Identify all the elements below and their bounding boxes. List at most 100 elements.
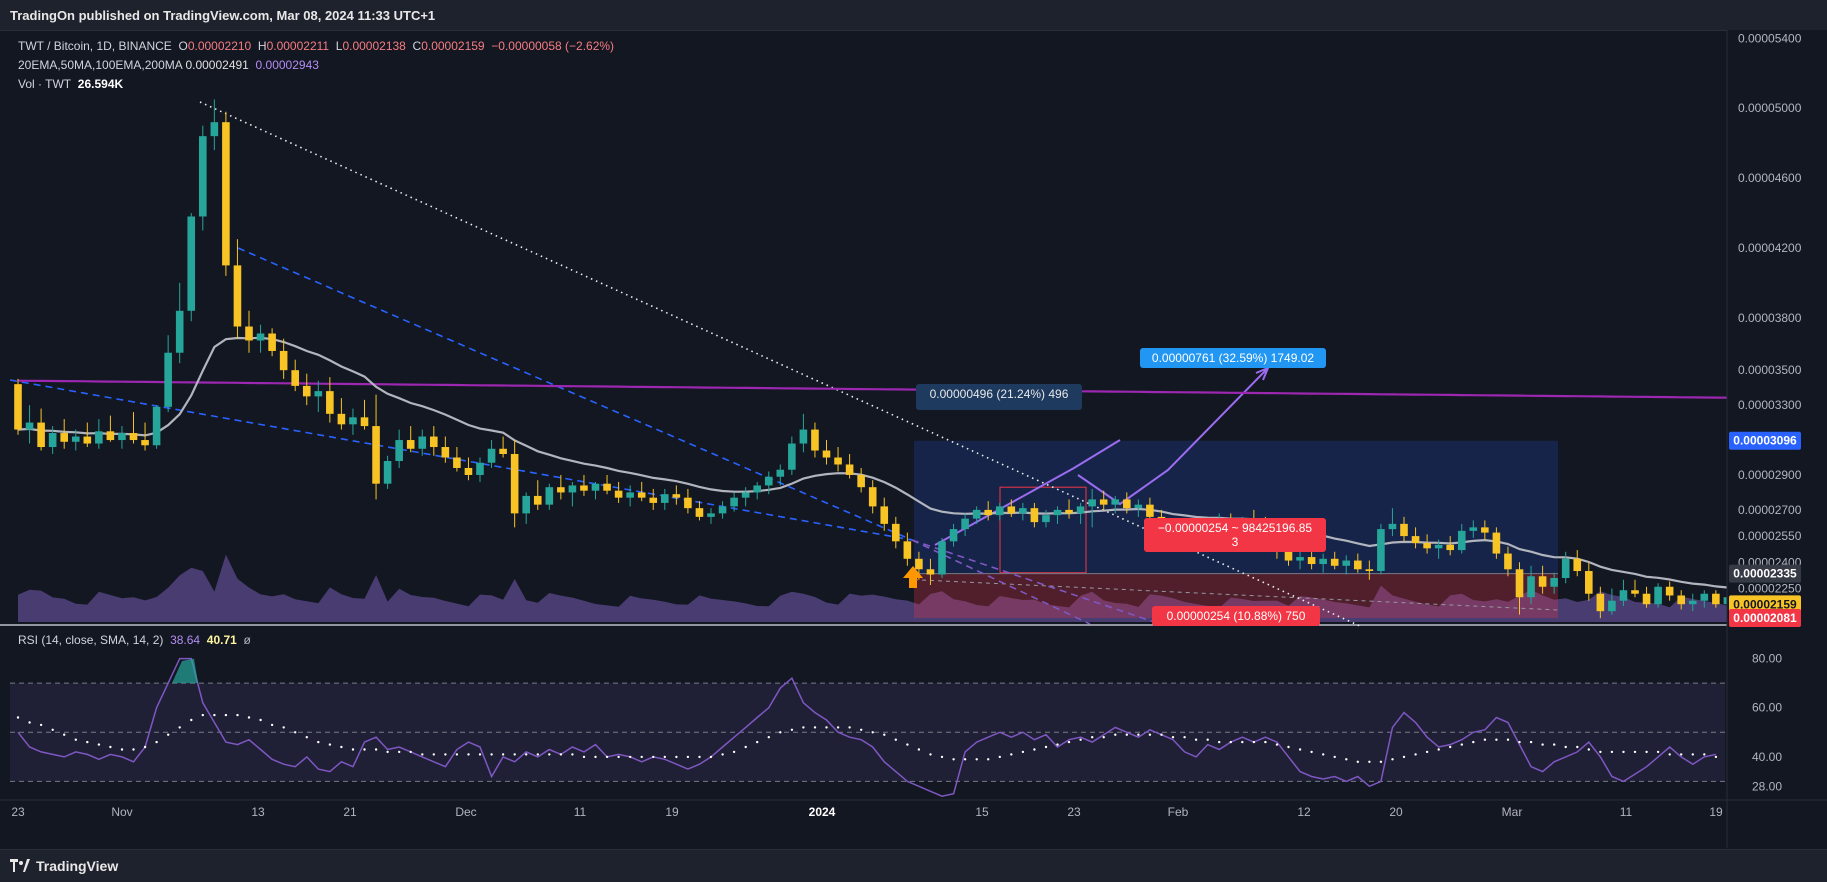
candle bbox=[533, 480, 542, 510]
candle-body bbox=[1712, 593, 1720, 605]
candle bbox=[845, 454, 854, 479]
candle bbox=[1561, 551, 1570, 584]
candle bbox=[187, 212, 196, 322]
candle bbox=[1654, 583, 1662, 608]
projection-line-2 bbox=[1077, 367, 1269, 506]
candle-body bbox=[60, 433, 68, 442]
time-axis[interactable]: 23 Nov 13 21 Dec 11 19 2024 15 23 Feb 12 20 Mar 11 19 bbox=[0, 799, 1827, 819]
rsi-ma-dot bbox=[1368, 760, 1371, 763]
candle-body bbox=[187, 216, 196, 311]
candle-body bbox=[1146, 504, 1154, 517]
tradingview-logo-icon bbox=[10, 859, 30, 872]
candle bbox=[1377, 523, 1385, 575]
rsi-ma-dot bbox=[1714, 755, 1718, 759]
rsi-ma-dot bbox=[779, 731, 782, 734]
ma-value-1: 0.00002491 bbox=[185, 58, 249, 72]
rsi-ma-dot bbox=[501, 753, 505, 756]
rsi-ma-dot bbox=[86, 740, 89, 744]
price-chart[interactable]: 0.00000761 (32.59%) 1749.02 0.00000496 (2… bbox=[0, 30, 1827, 848]
candle-body bbox=[834, 457, 842, 465]
rsi-ma-dot bbox=[1576, 745, 1579, 749]
rsi-ma-dot bbox=[328, 743, 332, 746]
target-label-text: 0.00000761 (32.59%) 1749.02 bbox=[1152, 351, 1314, 365]
rsi-label[interactable]: RSI (14, close, SMA, 14, 2) bbox=[18, 633, 164, 647]
candle-body bbox=[337, 413, 346, 425]
candle-body bbox=[984, 509, 992, 516]
rsi-pane bbox=[10, 657, 1725, 797]
rsi-ma-dot bbox=[1391, 758, 1394, 761]
rsi-ma-dot bbox=[351, 748, 355, 751]
trend-lines[interactable] bbox=[9, 101, 1361, 627]
rsi-ma-dot bbox=[1622, 750, 1625, 754]
time-tick: 20 bbox=[1389, 805, 1403, 819]
rsi-ma-dot bbox=[756, 740, 759, 744]
rsi-ma-dot bbox=[1483, 738, 1487, 741]
candle bbox=[430, 426, 438, 456]
rsi-ma-dot bbox=[1703, 753, 1706, 756]
candle bbox=[1573, 550, 1582, 577]
candle bbox=[1134, 499, 1143, 517]
low-label: L bbox=[335, 39, 343, 53]
rsi-ma-dot bbox=[1021, 750, 1025, 754]
time-tick: 2024 bbox=[809, 805, 836, 819]
candle-body bbox=[279, 350, 288, 371]
candle bbox=[279, 338, 288, 379]
rsi-value-3: ø bbox=[243, 633, 251, 647]
rsi-ma-dot bbox=[963, 758, 967, 761]
rsi-ma-dot bbox=[929, 753, 932, 756]
candle bbox=[1700, 590, 1709, 608]
candle-body bbox=[302, 385, 311, 397]
candle-body bbox=[395, 440, 403, 461]
candle-body bbox=[1296, 557, 1304, 561]
rsi-ma-dot bbox=[1553, 743, 1556, 746]
rsi-ma-dot bbox=[109, 745, 112, 749]
target-label-bg bbox=[1140, 348, 1326, 368]
time-tick: 11 bbox=[1620, 805, 1633, 819]
rsi-ma-dot bbox=[1241, 740, 1244, 744]
price-tag: 0.00002081 bbox=[1729, 609, 1801, 627]
price-axis[interactable]: 0.00005400 0.00005000 0.00004600 0.00004200… bbox=[1726, 30, 1827, 848]
rsi-ma-dot bbox=[1264, 740, 1267, 744]
projection-line-1 bbox=[934, 439, 1121, 546]
candle-body bbox=[233, 265, 242, 327]
time-tick: 21 bbox=[343, 805, 357, 819]
ma200-line bbox=[17, 379, 1751, 399]
candle-body bbox=[684, 497, 692, 509]
rsi-ma-dot bbox=[120, 748, 124, 751]
candle-body bbox=[1088, 499, 1096, 507]
candle-body bbox=[291, 370, 299, 386]
brand[interactable]: TradingView bbox=[10, 858, 118, 874]
candle bbox=[453, 447, 461, 472]
candle-body bbox=[25, 422, 34, 430]
rsi-ma-dot bbox=[1091, 736, 1094, 739]
ma-label[interactable]: 20EMA,50MA,100EMA,200MA bbox=[18, 58, 183, 72]
candle-body bbox=[868, 487, 877, 507]
candle bbox=[672, 485, 681, 505]
channel-extension-2 bbox=[911, 539, 1161, 625]
rsi-tick: 40.00 bbox=[1752, 750, 1782, 764]
candle bbox=[233, 239, 242, 339]
time-tick: 19 bbox=[665, 805, 679, 819]
brand-name: TradingView bbox=[36, 858, 119, 874]
candle bbox=[649, 488, 658, 510]
high-label: H bbox=[257, 39, 267, 53]
candle-body bbox=[707, 513, 715, 517]
candle-body bbox=[1446, 544, 1454, 551]
candle-body bbox=[314, 391, 323, 397]
rsi-ma-dot bbox=[1056, 743, 1059, 746]
candle-body bbox=[1700, 593, 1709, 601]
candle-body bbox=[857, 474, 865, 488]
candle bbox=[1677, 590, 1685, 610]
candle bbox=[603, 474, 611, 495]
candle bbox=[199, 125, 207, 231]
candle bbox=[1515, 562, 1524, 615]
rsi-ma-dot bbox=[340, 745, 343, 749]
candle-body bbox=[1527, 576, 1535, 598]
candle bbox=[210, 99, 219, 151]
rsi-ma-dot bbox=[1298, 748, 1302, 751]
volume-label[interactable]: Vol · TWT bbox=[18, 77, 72, 91]
rsi-ma-dot bbox=[467, 753, 470, 756]
price-tag-text: 0.00002081 bbox=[1733, 611, 1797, 625]
symbol-name[interactable]: TWT / Bitcoin, 1D, BINANCE bbox=[18, 39, 172, 53]
rsi-ma-dot bbox=[640, 755, 643, 759]
